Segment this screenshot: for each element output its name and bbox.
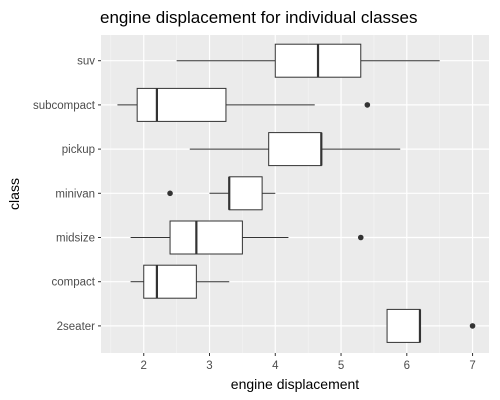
- box-subcompact: [117, 87, 371, 122]
- x-tick-label: 6: [404, 360, 410, 372]
- y-tick-label: suv: [77, 56, 95, 68]
- iqr-box: [136, 87, 227, 122]
- box-suv: [176, 43, 440, 78]
- iqr-box: [228, 176, 263, 211]
- iqr-box: [143, 264, 197, 299]
- outlier-point: [469, 323, 476, 329]
- outlier-point: [357, 234, 364, 241]
- chart-title: engine displacement for individual class…: [100, 8, 418, 27]
- x-tick-label: 5: [338, 360, 344, 372]
- x-tick-label: 4: [272, 360, 279, 372]
- y-tick-label: subcompact: [33, 100, 96, 112]
- y-tick-label: minivan: [55, 188, 95, 200]
- box-midsize: [130, 220, 364, 255]
- iqr-box: [169, 220, 243, 255]
- x-axis-title: engine displacement: [231, 376, 360, 392]
- iqr-box: [268, 132, 322, 167]
- y-tick-label: pickup: [62, 144, 95, 156]
- x-tick-label: 3: [206, 360, 212, 372]
- iqr-box: [386, 308, 421, 343]
- x-tick-label: 2: [141, 360, 147, 372]
- y-axis-title: class: [6, 178, 22, 210]
- y-tick-label: 2seater: [57, 321, 96, 333]
- outlier-point: [364, 102, 371, 108]
- box-2seater: [386, 308, 476, 343]
- y-tick-label: compact: [52, 277, 96, 289]
- y-tick-label: midsize: [56, 233, 95, 245]
- box-minivan: [167, 176, 276, 211]
- outlier-point: [167, 190, 173, 197]
- x-tick-label: 7: [469, 360, 475, 372]
- box-pickup: [189, 132, 401, 167]
- plot-panel: [101, 35, 489, 353]
- box-layer: [117, 43, 476, 343]
- axis-layer: suv subcompact pickup minivan midsize compact…: [33, 56, 476, 372]
- box-compact: [130, 264, 230, 299]
